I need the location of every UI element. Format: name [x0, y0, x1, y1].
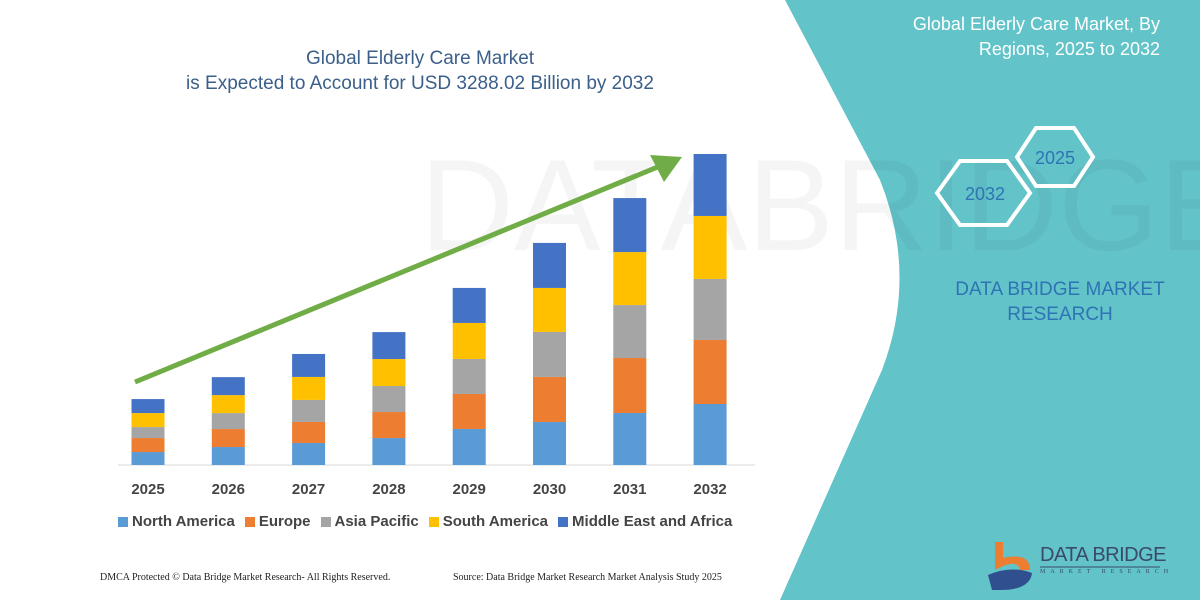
- legend-item: Europe: [244, 513, 311, 530]
- brand-line1: DATA BRIDGE MARKET: [955, 279, 1165, 300]
- x-tick-label: 2031: [613, 481, 646, 498]
- hexagon-2025: [1014, 126, 1096, 188]
- bar-segment-europe-2030: [533, 376, 566, 422]
- bar-segment-north-america-2027: [292, 442, 326, 465]
- bar-segment-south-america-2031: [613, 252, 647, 306]
- x-tick-label: 2027: [292, 481, 325, 498]
- chart-legend: North America Europe Asia Pacific South Ame…: [118, 513, 732, 530]
- legend-swatch: [320, 516, 331, 527]
- side-panel-shape: [780, 0, 1200, 600]
- bar-segment-asia-pacific-2027: [292, 399, 326, 422]
- bar-segment-middle-east-and-africa-2025: [131, 399, 165, 414]
- stacked-bar-chart: 2025 2026 2027 2028 2029 2030 2031 2032: [118, 154, 755, 498]
- bar-segment-asia-pacific-2025: [131, 427, 165, 439]
- bar-segment-south-america-2026: [211, 395, 245, 414]
- x-tick-label: 2029: [453, 481, 486, 498]
- footer-source: Source: Data Bridge Market Research Mark…: [453, 572, 722, 583]
- hexagon-2032: [934, 159, 1033, 227]
- x-tick-label: 2026: [212, 481, 245, 498]
- footer-copyright: DMCA Protected © Data Bridge Market Rese…: [100, 572, 391, 583]
- legend-label: Asia Pacific: [334, 513, 419, 530]
- x-tick-label: 2030: [533, 481, 566, 498]
- legend-label: South America: [442, 513, 549, 530]
- legend-swatch: [118, 516, 128, 527]
- bar-segment-north-america-2029: [452, 428, 486, 465]
- legend-item: South America: [428, 513, 549, 530]
- x-tick-label: 2028: [372, 481, 405, 498]
- bar-segment-europe-2025: [131, 438, 165, 453]
- legend-label: Middle East and Africa: [572, 513, 733, 530]
- bar-segment-middle-east-and-africa-2026: [211, 377, 245, 396]
- bar-segment-europe-2027: [292, 421, 326, 443]
- chart-title-line1: Global Elderly Care Market: [305, 48, 535, 69]
- legend-label: North America: [132, 513, 235, 530]
- bar-segment-middle-east-and-africa-2029: [452, 287, 486, 323]
- bar-segment-middle-east-and-africa-2027: [292, 353, 326, 377]
- bar-segment-south-america-2030: [533, 287, 566, 332]
- brand-line2: RESEARCH: [1007, 304, 1113, 325]
- trend-arrow-line: [134, 163, 661, 385]
- brand-text: DATA BRIDGE MARKET RESEARCH: [920, 277, 1200, 327]
- x-tick-label: 2025: [131, 481, 164, 498]
- bar-segment-north-america-2031: [613, 412, 647, 465]
- logo-name: DATA BRIDGE: [1040, 544, 1167, 566]
- bar-segment-south-america-2029: [452, 322, 486, 359]
- legend-swatch: [244, 516, 255, 527]
- bar-segment-middle-east-and-africa-2032: [693, 154, 727, 216]
- legend-swatch: [558, 516, 569, 527]
- bar-segment-middle-east-and-africa-2031: [613, 198, 647, 253]
- legend-item: Middle East and Africa: [558, 513, 732, 530]
- bar-segment-asia-pacific-2032: [693, 278, 727, 340]
- bar-segment-south-america-2032: [693, 215, 727, 279]
- legend-item: Asia Pacific: [320, 513, 419, 530]
- legend-item: North America: [118, 513, 235, 530]
- trend-arrow-head-icon: [650, 155, 682, 182]
- bar-segment-south-america-2027: [292, 376, 326, 400]
- bar-segment-europe-2032: [693, 339, 727, 404]
- bar-segment-middle-east-and-africa-2030: [533, 242, 566, 288]
- bar-segment-europe-2028: [372, 412, 406, 439]
- bar-segment-north-america-2032: [693, 403, 727, 465]
- bar-segment-asia-pacific-2030: [533, 331, 566, 377]
- legend-swatch: [428, 516, 439, 527]
- bar-segment-asia-pacific-2031: [613, 305, 647, 359]
- bar-segment-north-america-2025: [131, 452, 165, 465]
- bar-segment-north-america-2026: [211, 447, 245, 465]
- bar-segment-south-america-2025: [131, 413, 165, 428]
- chart-title-line2: is Expected to Account for USD 3288.02 B…: [186, 73, 654, 94]
- logo-tagline: MARKET RESEARCH: [1040, 569, 1174, 575]
- bar-segment-asia-pacific-2029: [452, 358, 486, 394]
- bar-segment-north-america-2030: [533, 421, 566, 465]
- legend-label: Europe: [258, 513, 311, 530]
- bar-segment-asia-pacific-2026: [211, 413, 245, 430]
- bar-segment-europe-2026: [211, 429, 245, 448]
- bar-segment-south-america-2028: [372, 359, 406, 387]
- bar-segment-europe-2029: [452, 393, 486, 429]
- bar-segment-europe-2031: [613, 358, 647, 413]
- side-panel-title: Global Elderly Care Market, By Regions, …: [913, 12, 1160, 62]
- logo-icon: [988, 542, 1032, 590]
- side-title-line2: Regions, 2025 to 2032: [978, 39, 1160, 59]
- hex-start-year: 2025: [1035, 148, 1075, 168]
- hex-end-year: 2032: [965, 184, 1005, 204]
- bar-segment-middle-east-and-africa-2028: [372, 332, 406, 360]
- bar-segment-north-america-2028: [372, 438, 406, 465]
- x-tick-label: 2032: [693, 481, 726, 498]
- side-title-line1: Global Elderly Care Market, By: [912, 14, 1160, 34]
- bar-segment-asia-pacific-2028: [372, 386, 406, 413]
